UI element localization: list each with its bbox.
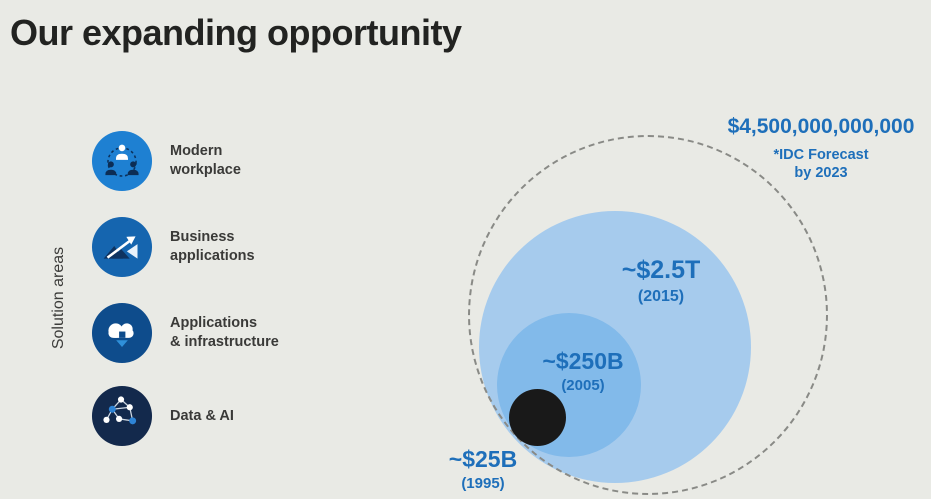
bubble-2015-year: (2015) <box>637 288 685 305</box>
growth-chart-icon <box>91 216 153 278</box>
forecast-note-line1: *IDC Forecast <box>773 147 869 163</box>
solution-item-applications-infrastructure: Applications & infrastructure <box>91 302 279 364</box>
solution-item-label: Modern workplace <box>170 143 241 178</box>
forecast-note-line2: by 2023 <box>794 165 848 182</box>
solution-item-label: Applications & infrastructure <box>170 315 279 350</box>
bubble-1995-circle <box>509 389 566 446</box>
page-title: Our expanding opportunity <box>10 12 462 53</box>
solution-areas-axis-label: Solution areas <box>50 246 67 350</box>
bubble-2015-label: ~$2.5T (2015) <box>581 256 741 306</box>
bubble-2005-year: (2005) <box>561 377 605 394</box>
bubble-2015-value: ~$2.5T <box>621 256 701 284</box>
people-network-icon <box>91 130 153 192</box>
bubble-1995-label: ~$25B (1995) <box>408 446 558 492</box>
solution-item-label: Business applications <box>170 229 255 264</box>
forecast-amount: $4,500,000,000,000 <box>727 115 915 138</box>
bubble-1995-value: ~$25B <box>448 446 518 472</box>
forecast-2023-dashed-circle <box>468 135 828 495</box>
forecast-label: $4,500,000,000,000 *IDC Forecast by 2023 <box>711 115 931 182</box>
bubble-2005-value: ~$250B <box>542 348 624 374</box>
solution-item-modern-workplace: Modern workplace <box>91 130 241 192</box>
bubble-1995-year: (1995) <box>461 475 505 492</box>
solution-item-label: Data & AI <box>170 407 234 424</box>
solution-item-data-ai: Data & AI <box>91 385 234 447</box>
data-network-icon <box>91 385 153 447</box>
cloud-download-icon <box>91 302 153 364</box>
bubble-2005-label: ~$250B (2005) <box>508 348 658 394</box>
solution-item-business-applications: Business applications <box>91 216 255 278</box>
